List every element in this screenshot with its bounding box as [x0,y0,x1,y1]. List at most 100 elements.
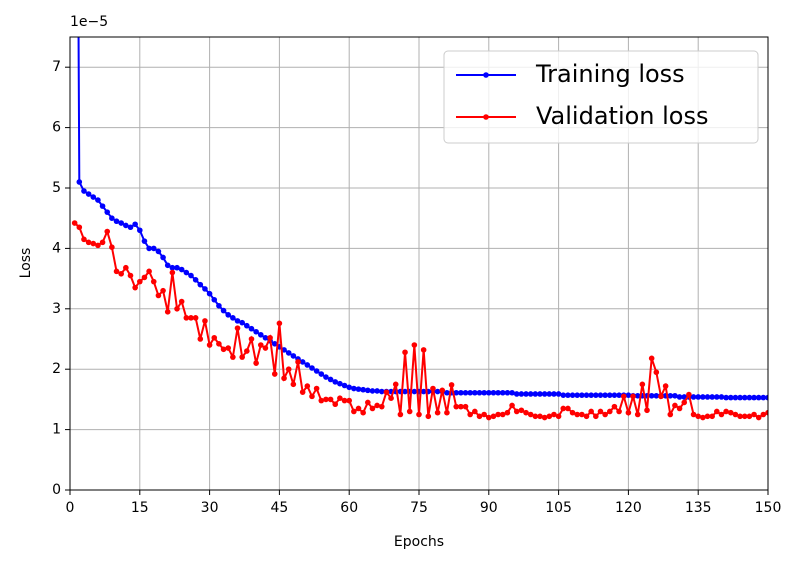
data-point [667,392,674,399]
data-point [709,394,715,400]
data-point [723,394,729,401]
data-point [420,388,427,395]
data-point [583,392,590,398]
data-point [202,318,208,324]
data-point [755,414,762,421]
data-point [346,384,353,391]
data-point [541,391,548,397]
data-point [593,392,599,398]
data-point [634,392,641,399]
data-point [164,309,171,315]
data-point [555,413,562,420]
data-point [574,411,581,418]
data-point [714,394,720,400]
data-point [560,405,567,412]
data-point [472,408,478,415]
data-point [532,391,539,397]
data-point [606,392,613,398]
data-point [299,359,306,365]
data-point [109,244,115,250]
legend: Training loss Validation loss [443,50,759,144]
data-point [164,262,171,269]
data-point [137,227,143,234]
x-tick-label: 15 [131,500,149,516]
data-point [476,389,483,396]
x-axis-label: Epochs [394,534,444,550]
data-point [653,392,660,399]
data-point [444,389,450,396]
data-point [285,350,292,356]
x-tick-label: 0 [66,500,75,516]
legend-label: Validation loss [536,102,709,130]
data-point [318,397,325,404]
plot-area [71,37,768,421]
data-point [541,414,548,421]
data-point [239,354,245,360]
data-point [234,318,241,324]
data-point [458,403,464,410]
x-tick-label: 30 [201,500,219,516]
data-point [537,391,543,397]
data-point [495,411,501,418]
data-point [681,399,688,406]
data-point [206,290,213,297]
data-point [411,388,418,395]
data-point [574,392,581,398]
data-point [85,191,92,197]
data-point [523,409,529,416]
data-point [248,336,255,342]
data-point [360,409,366,416]
data-point [425,413,432,420]
data-point [285,366,292,373]
data-point [309,393,315,400]
data-point [341,382,348,389]
data-point [741,413,748,420]
data-point [99,239,106,246]
data-point [416,411,422,418]
data-point [462,403,469,410]
data-point [257,342,264,348]
data-point [113,268,120,275]
data-point [109,215,115,221]
data-point [686,391,692,398]
data-point [369,405,376,412]
data-point [332,379,339,385]
data-point [476,413,483,420]
data-point [206,342,213,348]
data-point [625,392,632,398]
data-point [383,389,390,395]
data-point [499,411,506,418]
data-point [611,392,618,398]
data-point [737,413,743,420]
data-point [188,315,194,321]
data-point [639,381,646,388]
data-point [244,322,250,329]
data-point [453,389,460,396]
data-point [518,391,525,397]
data-point [220,307,227,314]
data-point [220,346,227,353]
data-point [253,328,259,335]
data-point [113,218,120,225]
data-point [192,277,199,283]
data-point [746,394,753,401]
data-point [239,319,245,326]
data-point [402,349,408,356]
data-point [351,408,357,415]
data-point [104,228,111,235]
data-point [141,238,148,244]
data-point [304,383,311,389]
data-point [662,383,669,389]
data-point [81,188,87,194]
data-point [271,341,278,347]
data-point [76,224,83,231]
data-point [565,392,571,398]
data-point [760,411,767,418]
x-tick-label: 150 [755,500,782,516]
data-point [634,411,641,418]
data-point [388,395,394,401]
data-point [123,264,129,271]
data-point [202,286,208,292]
data-point [532,413,539,420]
data-point [513,408,520,415]
